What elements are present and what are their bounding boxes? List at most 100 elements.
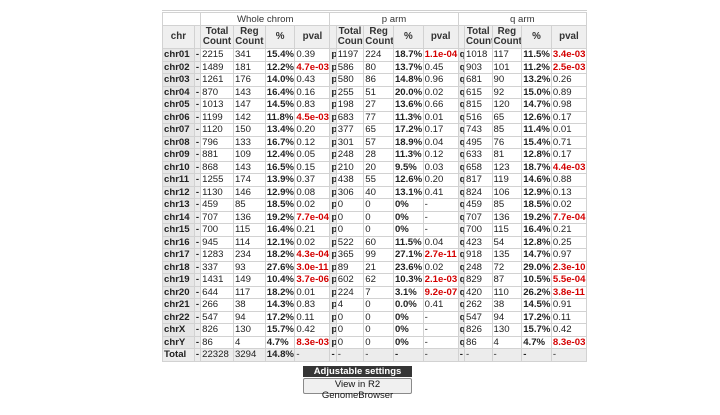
arm-cell: -	[329, 348, 337, 362]
arm-cell: q	[457, 223, 466, 237]
chr-cell: chr08	[162, 135, 195, 149]
reg-count-cell: 65	[491, 110, 523, 124]
total-count-cell: 198	[335, 98, 365, 112]
percent-cell: 19.2%	[264, 210, 296, 224]
reg-count-cell: 0	[363, 198, 394, 212]
chr-cell: chr12	[162, 185, 195, 199]
total-count-cell: 681	[463, 73, 493, 87]
pval-cell: 0.21	[294, 223, 331, 237]
reg-count-cell: 7	[363, 285, 394, 299]
pval-cell: 3.7e-06	[294, 273, 331, 287]
percent-cell: 0%	[392, 210, 424, 224]
total-count-cell: 365	[335, 248, 365, 262]
total-count-cell: 707	[200, 210, 234, 224]
pval-cell: 0.03	[422, 160, 459, 174]
reg-count-cell: 109	[232, 148, 266, 162]
table-row: chr13-4598518.5%0.02p000%-q4598518.5%0.0…	[162, 198, 588, 212]
total-count-cell: 824	[463, 185, 493, 199]
percent-cell: 11.3%	[392, 110, 424, 124]
total-count-cell: 459	[463, 198, 493, 212]
reg-count-cell: 4	[491, 335, 523, 349]
percent-cell: 27.6%	[264, 260, 296, 274]
table-row: chr02-148918112.2%4.7e-03p5868013.7%0.45…	[162, 60, 588, 74]
chr-cell: chr20	[162, 285, 195, 299]
percent-cell: 20.0%	[392, 85, 424, 99]
total-count-cell: 495	[463, 135, 493, 149]
reg-count-cell: 135	[491, 248, 523, 262]
arm-cell: q	[457, 160, 466, 174]
pval-cell: 0.97	[550, 248, 588, 262]
percent-cell: 14.7%	[521, 98, 552, 112]
reg-count-cell: 72	[491, 260, 523, 274]
reg-count-cell: 0	[363, 323, 394, 337]
table-row: chr14-70713619.2%7.7e-04p000%-q70713619.…	[162, 210, 588, 224]
percent-cell: 18.2%	[264, 285, 296, 299]
percent-cell: 11.4%	[521, 123, 552, 137]
pval-cell: 4.3e-04	[294, 248, 331, 262]
percent-cell: 9.5%	[392, 160, 424, 174]
percent-cell: 11.2%	[521, 60, 552, 74]
table-row: chr03-126117614.0%0.43p5808614.8%0.96q68…	[162, 73, 588, 87]
total-count-cell: 1431	[200, 273, 234, 287]
col-q-pval: pval	[550, 25, 588, 49]
reg-count-cell: 130	[491, 323, 523, 337]
percent-cell: 13.4%	[264, 123, 296, 137]
total-count-cell: 700	[200, 223, 234, 237]
arm-cell: p	[329, 85, 337, 99]
table-row: chr04-87014316.4%0.16p2555120.0%0.02q615…	[162, 85, 588, 99]
col-w-reg: Reg Count	[232, 25, 266, 49]
percent-cell: 11.3%	[392, 148, 424, 162]
percent-cell: 26.2%	[521, 285, 552, 299]
pval-cell: 9.2e-07	[422, 285, 459, 299]
table-row: chr16-94511412.1%0.02p5226011.5%0.04q423…	[162, 235, 588, 249]
percent-cell: 18.2%	[264, 248, 296, 262]
reg-count-cell: 0	[363, 335, 394, 349]
pval-cell: 0.20	[422, 173, 459, 187]
reg-count-cell: 51	[363, 85, 394, 99]
total-count-cell: 4	[335, 298, 365, 312]
reg-count-cell: 110	[491, 285, 523, 299]
arm-cell: q	[457, 173, 466, 187]
reg-count-cell: 28	[363, 148, 394, 162]
view-genome-browser-button[interactable]: View in R2 GenomeBrowser	[303, 378, 412, 401]
arm-cell: p	[329, 310, 337, 324]
reg-count-cell: 85	[232, 198, 266, 212]
total-count-cell: 306	[335, 185, 365, 199]
arm-cell: p	[329, 60, 337, 74]
percent-cell: 18.5%	[521, 198, 552, 212]
percent-cell: -	[521, 348, 552, 362]
table-row: chr17-128323418.2%4.3e-04p3659927.1%2.7e…	[162, 248, 588, 262]
total-count-cell: 796	[200, 135, 234, 149]
pval-cell: 8.3e-03	[294, 335, 331, 349]
total-count-cell: 1255	[200, 173, 234, 187]
pval-cell: -	[422, 310, 459, 324]
percent-cell: 0%	[392, 323, 424, 337]
table-row: chr08-79613316.7%0.12p3015718.9%0.04q495…	[162, 135, 588, 149]
arm-cell: q	[457, 60, 466, 74]
pval-cell: 0.83	[294, 298, 331, 312]
reg-count-cell: 27	[363, 98, 394, 112]
chr-cell: chr05	[162, 98, 195, 112]
table-row: chrX-82613015.7%0.42p000%-q82613015.7%0.…	[162, 323, 588, 337]
reg-count-cell: 0	[363, 298, 394, 312]
arm-cell: q	[457, 185, 466, 199]
total-count-cell: 602	[335, 273, 365, 287]
total-count-cell: 1197	[335, 48, 365, 62]
reg-count-cell: 224	[363, 48, 394, 62]
chr-cell: chr11	[162, 173, 195, 187]
pval-cell: 7.7e-04	[550, 210, 588, 224]
total-count-cell: 743	[463, 123, 493, 137]
reg-count-cell: 149	[232, 273, 266, 287]
percent-cell: 14.5%	[521, 298, 552, 312]
total-count-cell: 586	[335, 60, 365, 74]
pval-cell: 4.4e-03	[550, 160, 588, 174]
pval-cell: 4.5e-03	[294, 110, 331, 124]
top-divider	[162, 10, 587, 11]
pval-cell: 0.12	[422, 148, 459, 162]
arm-cell: p	[329, 73, 337, 87]
total-count-cell: 224	[335, 285, 365, 299]
reg-count-cell: 62	[363, 273, 394, 287]
chr-cell: chr06	[162, 110, 195, 124]
percent-cell: 18.7%	[392, 48, 424, 62]
arm-cell: p	[329, 173, 337, 187]
